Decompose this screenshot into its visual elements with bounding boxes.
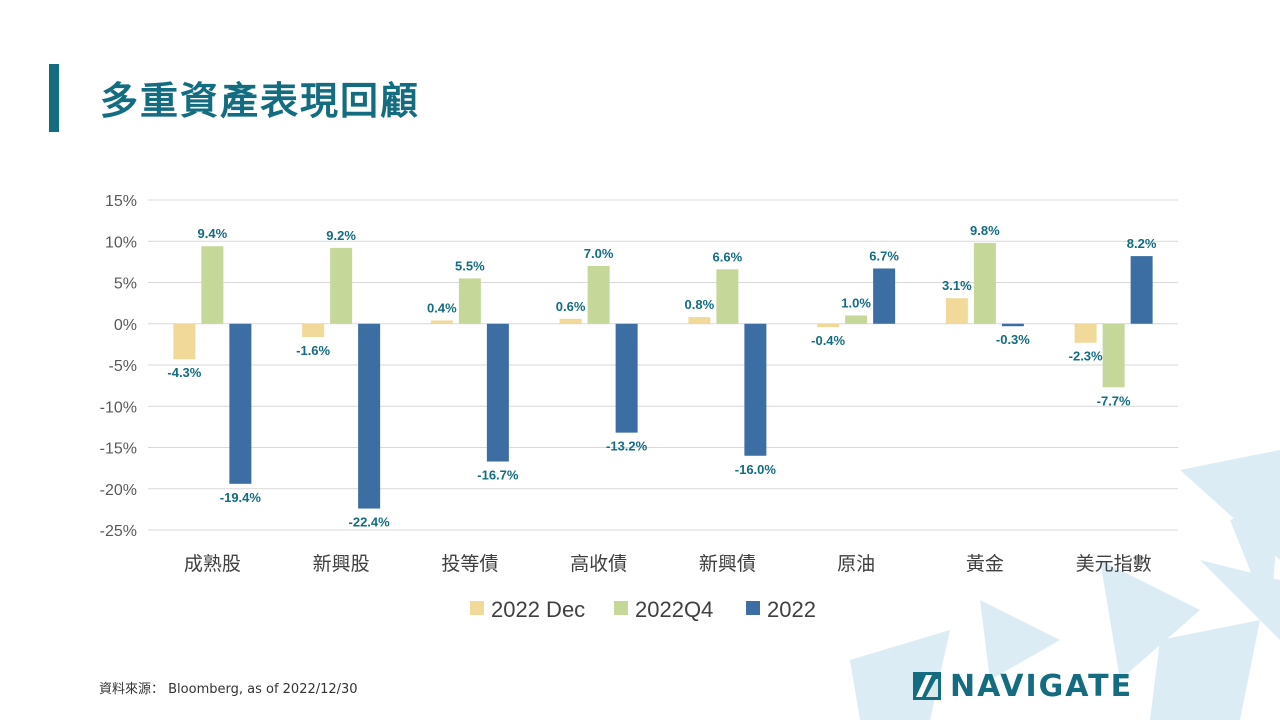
bar xyxy=(1001,323,1024,327)
bar xyxy=(845,315,868,324)
data-label: 0.8% xyxy=(685,297,715,312)
data-label: 6.6% xyxy=(713,249,743,264)
navigate-logo-text: NAVIGATE xyxy=(950,668,1134,704)
data-label: 0.4% xyxy=(427,300,457,315)
navigate-logo: NAVIGATE xyxy=(912,666,1133,706)
data-label: -0.3% xyxy=(996,332,1030,347)
y-tick-label: 10% xyxy=(105,234,137,251)
y-tick-label: 0% xyxy=(114,317,137,334)
bar xyxy=(430,320,453,324)
bar-chart: 15% 10% 5% 0% -5% -10% -15% -20% -25% -4.3% 9.4% -1… xyxy=(100,193,1178,622)
x-category-label: 高收債 xyxy=(570,553,627,575)
data-label: 9.2% xyxy=(326,228,356,243)
data-label: 5.5% xyxy=(455,258,485,273)
x-category-label: 黃金 xyxy=(966,553,1004,575)
bar xyxy=(173,323,196,360)
data-label: 9.8% xyxy=(970,223,1000,238)
y-tick-label: -10% xyxy=(100,399,137,416)
bar xyxy=(873,268,896,324)
x-category-label: 新興股 xyxy=(313,553,370,575)
data-label: -16.0% xyxy=(735,462,777,477)
x-category-label: 原油 xyxy=(837,553,875,575)
y-tick-label: -20% xyxy=(100,482,137,499)
navigate-logo-icon xyxy=(913,672,941,700)
legend-label: 2022 Dec xyxy=(491,597,585,622)
bar xyxy=(302,323,325,337)
x-category-label: 成熟股 xyxy=(184,553,241,575)
bar xyxy=(1130,256,1153,324)
bar xyxy=(229,323,252,484)
page-title: 多重資產表現回顧 xyxy=(100,79,421,123)
bar xyxy=(1074,323,1097,343)
data-label: 8.2% xyxy=(1127,236,1157,251)
bar xyxy=(458,278,481,324)
y-tick-label: 15% xyxy=(105,193,137,210)
bar xyxy=(201,246,224,324)
legend-swatch xyxy=(746,601,760,615)
x-category-label: 美元指數 xyxy=(1076,553,1152,575)
bar xyxy=(358,323,381,509)
data-label: 0.6% xyxy=(556,299,586,314)
data-label: 3.1% xyxy=(942,278,972,293)
data-label: 1.0% xyxy=(841,296,871,311)
data-label: -2.3% xyxy=(1069,349,1103,364)
bar xyxy=(744,323,767,456)
bar xyxy=(973,242,996,324)
legend-swatch xyxy=(470,601,484,615)
bar xyxy=(587,266,610,324)
y-tick-label: -25% xyxy=(100,523,137,540)
source-note: 資料來源： Bloomberg, as of 2022/12/30 xyxy=(99,682,358,697)
data-label: -19.4% xyxy=(220,490,262,505)
data-label: -4.3% xyxy=(167,365,201,380)
bar xyxy=(559,318,582,324)
legend-label: 2022Q4 xyxy=(635,597,713,622)
data-label: -16.7% xyxy=(477,468,519,483)
y-tick-label: -15% xyxy=(100,441,137,458)
bar xyxy=(817,323,840,328)
data-label: 7.0% xyxy=(584,246,614,261)
x-category-label: 新興債 xyxy=(699,553,756,575)
data-label: 6.7% xyxy=(869,248,899,263)
legend-label: 2022 xyxy=(767,597,816,622)
data-label: -22.4% xyxy=(349,515,391,530)
bar xyxy=(615,323,638,433)
bar xyxy=(688,317,711,324)
data-label: 9.4% xyxy=(198,226,228,241)
bar xyxy=(330,247,353,324)
legend-swatch xyxy=(614,601,628,615)
bar xyxy=(945,298,968,324)
data-label: -7.7% xyxy=(1097,393,1131,408)
bar xyxy=(1102,323,1125,388)
y-tick-label: -5% xyxy=(109,358,137,375)
bar xyxy=(716,269,739,324)
x-category-label: 投等債 xyxy=(441,553,498,575)
data-label: -0.4% xyxy=(811,333,845,348)
data-label: -13.2% xyxy=(606,439,648,454)
y-tick-label: 5% xyxy=(114,276,137,293)
bar xyxy=(486,323,509,462)
data-label: -1.6% xyxy=(296,343,330,358)
title-accent-bar xyxy=(49,64,59,132)
